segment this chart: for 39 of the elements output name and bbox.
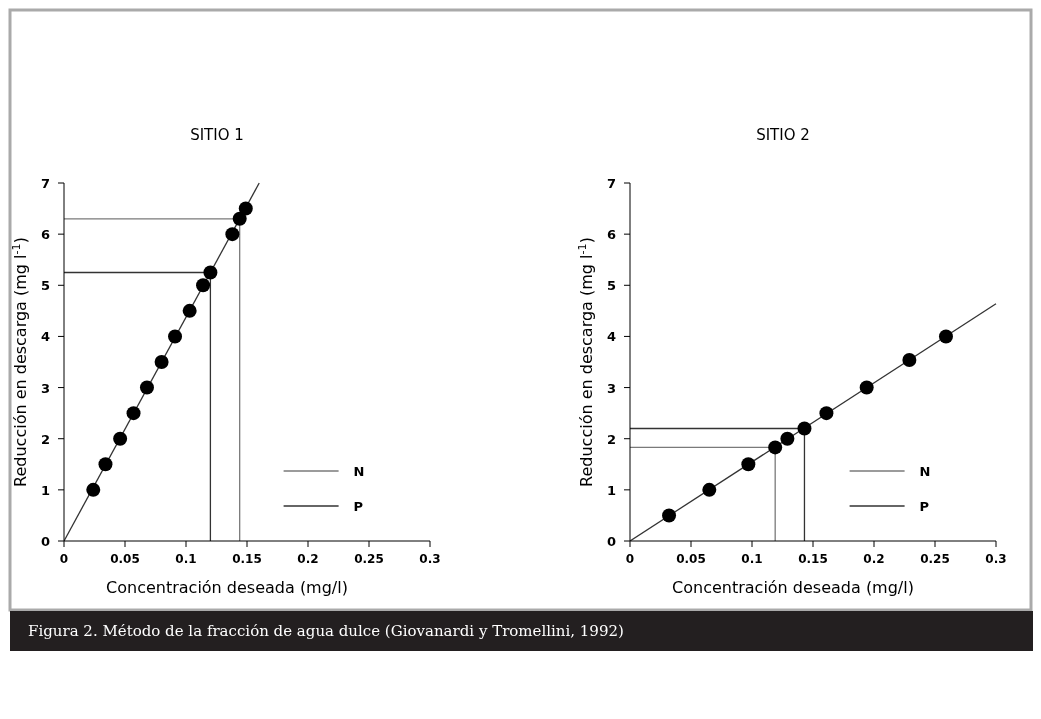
x-tick-label: 0.05 xyxy=(676,552,706,566)
x-tick-label: 0.3 xyxy=(419,552,441,566)
chart-title: SITIO 2 xyxy=(756,126,810,144)
chart-title: SITIO 1 xyxy=(190,126,244,144)
y-tick-label: 0 xyxy=(40,534,50,549)
x-tick-label: 0.1 xyxy=(175,552,197,566)
y-tick-label: 1 xyxy=(606,482,616,498)
x-tick-label: 0.25 xyxy=(354,552,384,566)
y-tick-label: 4 xyxy=(606,329,616,345)
text: Figura 2. Método de la fracción de agua dulce (Giovanardi y Tromellini, 1992) xyxy=(28,622,624,640)
x-tick-label: 0.15 xyxy=(798,552,828,566)
y-tick-label: 2 xyxy=(606,431,616,447)
legend-label: P xyxy=(919,499,930,514)
x-tick-label: 0 xyxy=(59,552,69,566)
y-tick-label: 7 xyxy=(40,176,50,191)
x-tick-label: 0.1 xyxy=(741,552,763,566)
y-tick-label: 4 xyxy=(40,329,50,345)
x-tick-label: 0.2 xyxy=(863,552,885,566)
y-tick-label: 5 xyxy=(606,278,616,294)
y-tick-label: 5 xyxy=(40,278,50,294)
x-tick-label: 0.05 xyxy=(110,552,140,566)
y-tick-label: 3 xyxy=(40,380,50,396)
x-axis-title: Concentración deseada (mg/l) xyxy=(106,578,348,597)
y-tick-label: 6 xyxy=(40,227,50,243)
y-tick-label: 3 xyxy=(606,380,616,396)
y-tick-label: 7 xyxy=(606,176,616,191)
x-tick-label: 0.15 xyxy=(232,552,262,566)
y-tick-label: 1 xyxy=(40,482,50,498)
y-tick-label: 6 xyxy=(606,227,616,243)
x-tick-label: 0 xyxy=(625,552,635,566)
x-tick-label: 0.25 xyxy=(920,552,950,566)
legend-label: N xyxy=(919,464,931,479)
x-tick-label: 0.2 xyxy=(297,552,319,566)
legend-label: P xyxy=(353,499,364,514)
x-tick-label: 0.3 xyxy=(985,552,1007,566)
x-axis-title: Concentración deseada (mg/l) xyxy=(672,578,914,597)
legend-label: N xyxy=(353,464,365,479)
y-tick-label: 0 xyxy=(606,534,616,549)
y-tick-label: 2 xyxy=(40,431,50,447)
